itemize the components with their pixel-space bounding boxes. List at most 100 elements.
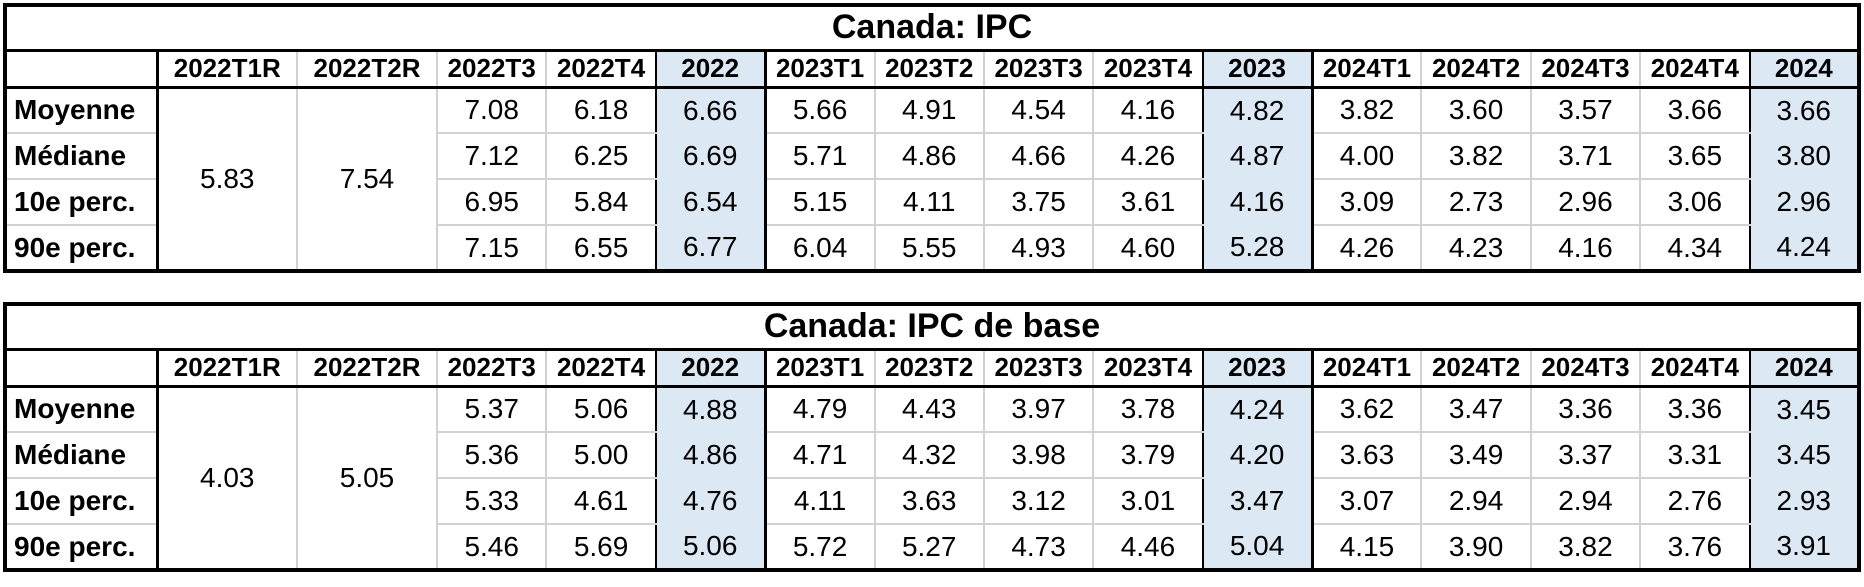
merged-cell: 4.03 [157,386,298,570]
data-cell: 6.18 [546,87,657,134]
data-cell: 4.11 [765,478,876,525]
data-cell: 3.62 [1312,386,1423,433]
data-cell: 3.71 [1530,133,1642,180]
data-cell: 3.79 [1093,432,1204,479]
data-cell: 5.72 [765,524,876,571]
data-cell: 3.61 [1093,179,1204,226]
table-spacer [3,273,1861,302]
data-cell: 3.09 [1312,179,1423,226]
data-cell: 4.86 [874,133,985,180]
table-title: Canada: IPC [5,5,1859,52]
header-cell: 2024T3 [1530,50,1642,89]
table-row: 90e perc. 5.46 5.69 5.06 5.72 5.27 4.73 4.46 5.0… [5,524,1859,571]
data-cell: 2.96 [1749,179,1859,225]
data-cell: 4.20 [1202,432,1314,478]
data-cell: 3.78 [1093,386,1204,433]
header-row: 2022T1R 2022T2R 2022T3 2022T4 2022 2023T1 2023… [5,349,1859,388]
data-cell: 3.47 [1202,478,1314,524]
data-cell: 2.93 [1749,478,1859,524]
merged-cell: 5.83 [157,87,298,271]
data-cell: 4.16 [1202,179,1314,225]
data-cell: 3.31 [1640,432,1751,479]
table-row: Médiane 7.12 6.25 6.69 5.71 4.86 4.66 4.26 4.87 4… [5,133,1859,180]
data-cell: 5.04 [1202,524,1314,570]
header-cell: 2022T4 [546,349,657,388]
header-cell: 2022T1R [157,349,298,388]
data-cell: 4.23 [1421,225,1532,272]
data-cell: 5.28 [1202,225,1314,271]
data-cell: 5.71 [765,133,876,180]
header-cell: 2023T3 [983,349,1095,388]
data-cell: 4.76 [655,478,767,524]
data-cell: 4.66 [983,133,1095,180]
header-cell: 2024T3 [1530,349,1642,388]
data-cell: 3.63 [874,478,985,525]
data-cell: 5.46 [437,524,548,571]
data-cell: 3.37 [1530,432,1642,479]
data-cell: 7.15 [437,225,548,272]
data-cell: 3.45 [1749,386,1859,432]
data-cell: 3.36 [1530,386,1642,433]
header-cell: 2024T1 [1312,50,1423,89]
data-cell: 3.60 [1421,87,1532,134]
data-cell: 3.80 [1749,133,1859,179]
data-cell: 3.49 [1421,432,1532,479]
data-cell: 7.08 [437,87,548,134]
header-row: 2022T1R 2022T2R 2022T3 2022T4 2022 2023T1 2023… [5,50,1859,89]
data-cell: 3.66 [1640,87,1751,134]
title-row: Canada: IPC [5,5,1859,52]
data-cell: 4.43 [874,386,985,433]
data-cell: 4.61 [546,478,657,525]
table-body: Moyenne 5.83 7.54 7.08 6.18 6.66 5.66 4.91 4.54 4… [5,87,1859,272]
data-cell: 6.77 [655,225,767,271]
data-cell: 3.82 [1421,133,1532,180]
data-cell: 4.16 [1530,225,1642,272]
header-cell: 2024T4 [1640,349,1751,388]
data-cell: 3.98 [983,432,1095,479]
data-cell: 5.33 [437,478,548,525]
header-cell: 2022T4 [546,50,657,89]
data-cell: 4.00 [1312,133,1423,180]
header-cell: 2023T1 [765,50,876,89]
data-cell: 3.82 [1312,87,1423,134]
data-cell: 6.25 [546,133,657,180]
table-row: Moyenne 4.03 5.05 5.37 5.06 4.88 4.79 4.43 3.97 3… [5,386,1859,570]
data-cell: 5.69 [546,524,657,571]
data-cell: 4.46 [1093,524,1204,571]
data-cell: 4.16 [1093,87,1204,134]
header-cell: 2024 [1749,50,1859,89]
row-label: Médiane [5,133,159,180]
table-body: Moyenne 4.03 5.05 5.37 5.06 4.88 4.79 4.43 3.97 3… [5,386,1859,571]
data-cell: 4.82 [1202,87,1314,133]
header-cell: 2023T3 [983,50,1095,89]
table-row: Moyenne 5.83 7.54 7.08 6.18 6.66 5.66 4.91 4.54 4… [5,87,1859,271]
data-cell: 5.06 [655,524,767,570]
row-label: 90e perc. [5,524,159,571]
table-canada-ipc-de-base: Canada: IPC de base 2022T1R 2022T2R 2022T3… [3,302,1861,572]
header-cell: 2022T1R [157,50,298,89]
data-cell: 6.66 [655,87,767,133]
data-cell: 5.27 [874,524,985,571]
data-cell: 2.76 [1640,478,1751,525]
data-cell: 5.15 [765,179,876,226]
data-cell: 3.06 [1640,179,1751,226]
table-canada-ipc: Canada: IPC 2022T1R 2022T2R 2022T3 2022T4 20… [3,3,1861,273]
data-cell: 4.24 [1202,386,1314,432]
header-cell: 2024 [1749,349,1859,388]
data-cell: 3.57 [1530,87,1642,134]
row-label: 10e perc. [5,478,159,525]
data-cell: 4.32 [874,432,985,479]
data-cell: 6.04 [765,225,876,272]
data-cell: 5.55 [874,225,985,272]
header-cell: 2024T1 [1312,349,1423,388]
data-cell: 3.76 [1640,524,1751,571]
data-cell: 3.66 [1749,87,1859,133]
header-cell-empty [5,50,159,89]
data-cell: 4.88 [655,386,767,432]
table-row: 90e perc. 7.15 6.55 6.77 6.04 5.55 4.93 4.60 5.2… [5,225,1859,272]
data-cell: 4.15 [1312,524,1423,571]
header-cell: 2023T2 [874,50,985,89]
data-cell: 5.06 [546,386,657,433]
data-cell: 4.87 [1202,133,1314,179]
